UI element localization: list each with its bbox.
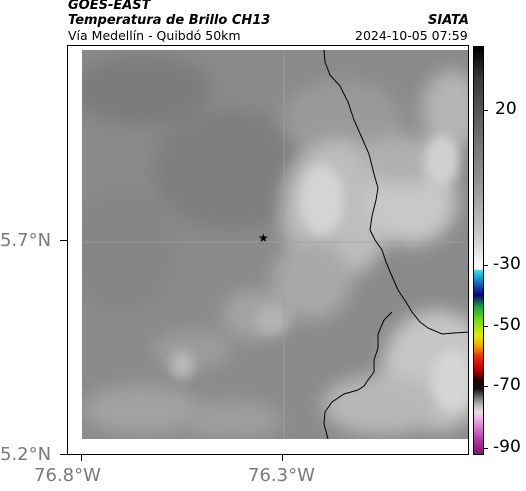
y-tick-mark [60, 454, 67, 455]
y-tick-mark [60, 240, 67, 241]
x-tick-mark [282, 455, 283, 461]
datetime-label: 2024-10-05 07:59 [355, 28, 468, 43]
region-subtitle: Vía Medellín - Quibdó 50km [68, 28, 241, 43]
colorbar-tick [484, 326, 488, 327]
department-border [323, 50, 468, 335]
x-tick-mark [81, 455, 82, 461]
colorbar-label: -50 [493, 315, 521, 335]
x-tick-label: 76.3°W [248, 465, 315, 486]
product-title: Temperatura de Brillo CH13 [68, 13, 271, 28]
x-tick-label: 76.8°W [34, 465, 101, 486]
satellite-title: GOES-EAST [68, 0, 151, 13]
colorbar-tick [484, 386, 488, 387]
department-border-south [323, 311, 393, 439]
colorbar-tick [484, 265, 488, 266]
location-marker-icon: ★ [258, 231, 269, 245]
colorbar [473, 46, 484, 455]
colorbar-label: -30 [493, 254, 521, 274]
colorbar-label: -70 [493, 375, 521, 395]
y-tick-label: 5.2°N [0, 444, 52, 465]
colorbar-tick [484, 110, 488, 111]
colorbar-label: -90 [493, 437, 521, 457]
colorbar-tick [484, 448, 488, 449]
colorbar-label: 20 [495, 99, 517, 119]
y-tick-label: 5.7°N [0, 230, 52, 251]
satellite-image [82, 50, 468, 439]
org-label: SIATA [428, 13, 469, 28]
map-frame: ★ [67, 45, 469, 455]
